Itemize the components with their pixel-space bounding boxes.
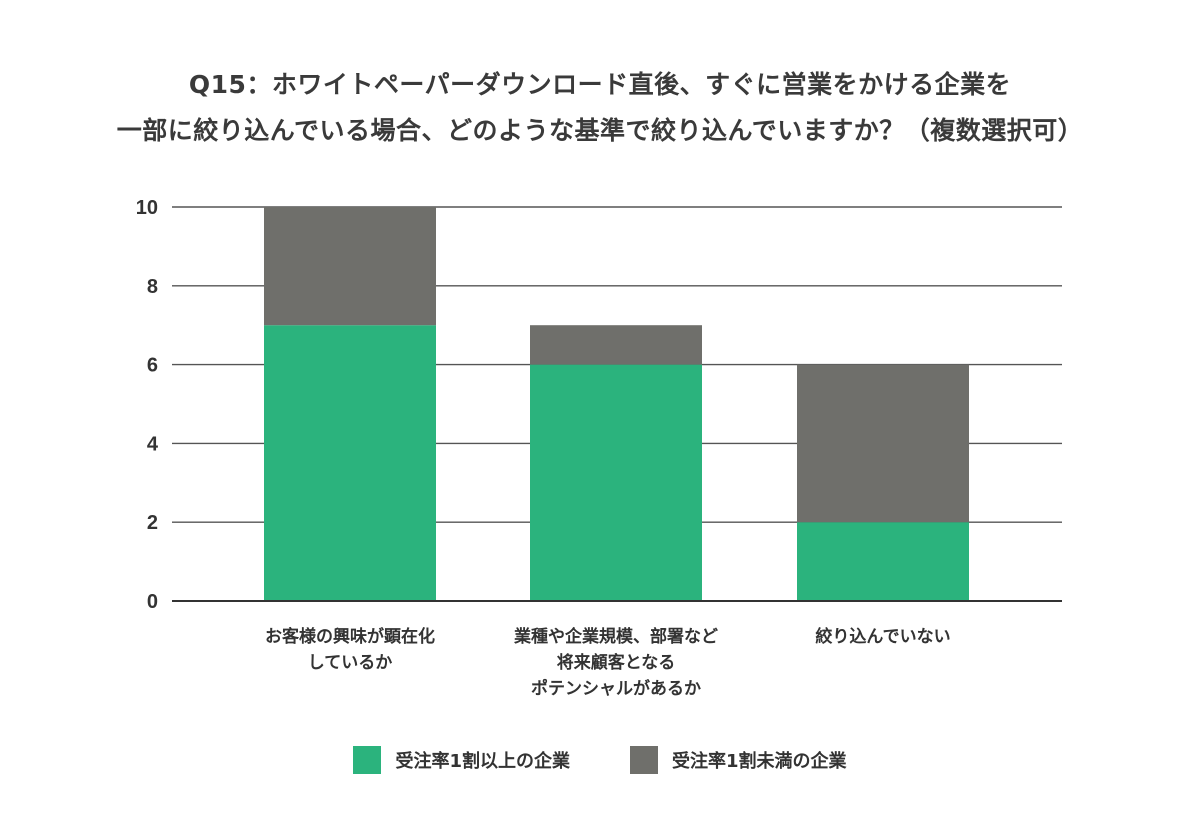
bar-3-series-2 bbox=[797, 364, 969, 523]
x-tick-label-2: 業種や企業規模、部署など 将来顧客となるポテンシャルがあるか bbox=[476, 624, 756, 702]
legend-swatch-series-1 bbox=[353, 746, 382, 774]
y-tick-label-4: 4 bbox=[147, 433, 159, 455]
x-tick-label-2-line-2: 将来顧客となる bbox=[556, 653, 676, 673]
x-tick-label-1-line-1: お客様の興味が顕在化 bbox=[265, 627, 435, 647]
bar-1-series-2 bbox=[264, 207, 436, 326]
legend-item-series-2: 受注率1割未満の企業 bbox=[630, 746, 847, 774]
chart-title-line-2: 一部に絞り込んでいる場合、どのような基準で絞り込んでいますか？（複数選択可） bbox=[116, 116, 1084, 145]
x-tick-label-1: お客様の興味が顕在化 しているか bbox=[210, 624, 490, 676]
x-tick-label-2-line-1: 業種や企業規模、部署など bbox=[514, 627, 718, 647]
legend-item-series-1: 受注率1割以上の企業 bbox=[353, 746, 570, 774]
bar-1-series-1 bbox=[264, 325, 436, 601]
y-tick-label-2: 2 bbox=[147, 512, 158, 534]
legend-swatch-series-2 bbox=[630, 746, 658, 774]
bar-2-series-2 bbox=[530, 325, 702, 365]
x-tick-label-2-line-3: ポテンシャルがあるか bbox=[531, 679, 701, 699]
x-tick-label-3: 絞り込んでいない bbox=[743, 624, 1023, 650]
y-tick-label-0: 0 bbox=[147, 591, 158, 613]
bar-3-series-1 bbox=[797, 522, 969, 601]
y-tick-label-8: 8 bbox=[147, 276, 158, 298]
legend: 受注率1割以上の企業 受注率1割未満の企業 bbox=[0, 746, 1200, 774]
legend-label-series-1: 受注率1割以上の企業 bbox=[395, 751, 570, 772]
bar-2-series-1 bbox=[530, 364, 702, 601]
x-tick-label-3-line-1: 絞り込んでいない bbox=[815, 627, 951, 647]
y-tick-label-10: 10 bbox=[136, 197, 158, 219]
y-tick-label-6: 6 bbox=[147, 355, 158, 377]
chart-title-line-1: Q15：ホワイトペーパーダウンロード直後、すぐに営業をかける企業を bbox=[188, 70, 1012, 99]
legend-label-series-2: 受注率1割未満の企業 bbox=[672, 751, 847, 772]
x-tick-label-1-line-2: しているか bbox=[307, 653, 393, 673]
chart-title: Q15：ホワイトペーパーダウンロード直後、すぐに営業をかける企業を 一部に絞り込… bbox=[0, 62, 1200, 154]
